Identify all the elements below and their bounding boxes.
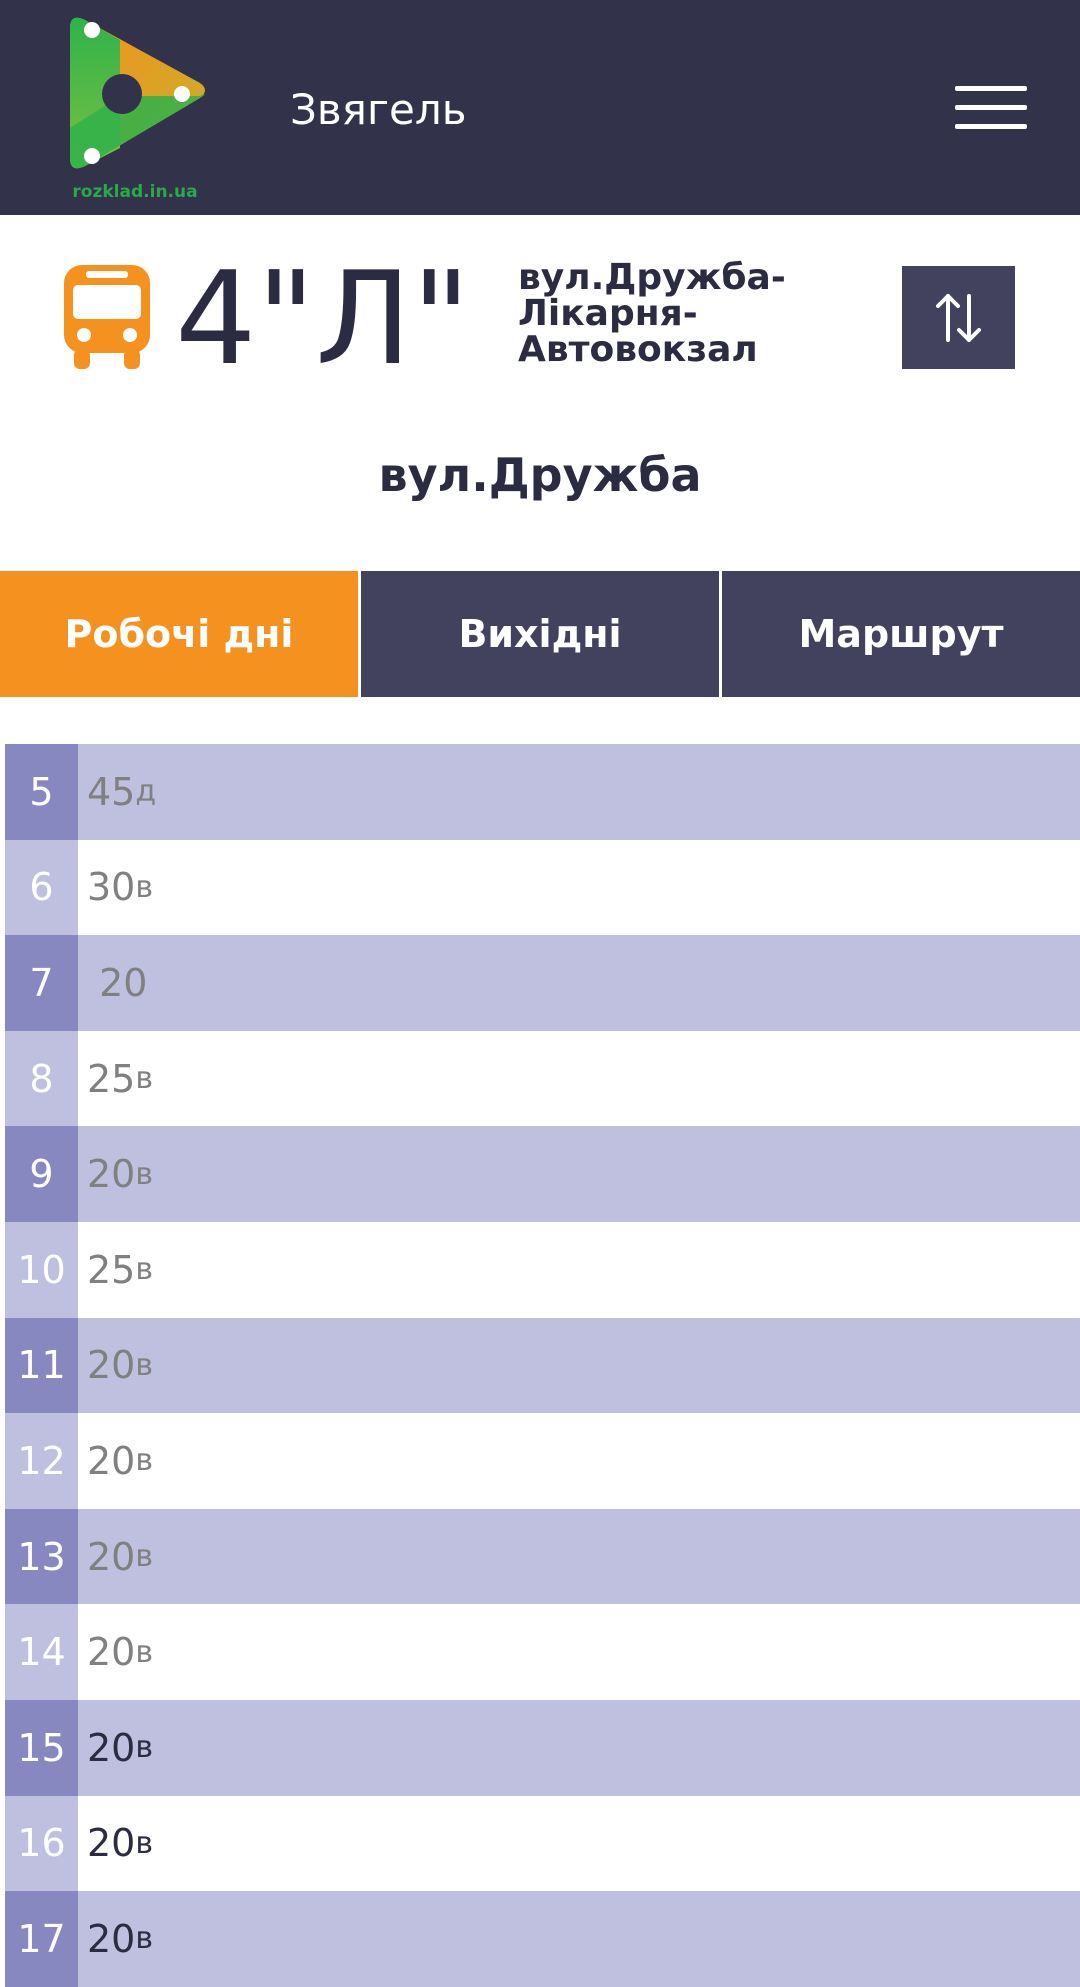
bus-icon bbox=[64, 265, 150, 369]
city-title: Звягель bbox=[290, 85, 467, 134]
schedule-minutes[interactable]: 20 в bbox=[87, 1796, 153, 1892]
route-name-line: вул.Дружба- bbox=[518, 257, 786, 298]
schedule-hour: 10 bbox=[5, 1221, 78, 1318]
stop-title: вул.Дружба bbox=[378, 448, 702, 502]
departure-minute: 20 bbox=[87, 1534, 136, 1579]
schedule-minutes[interactable]: 20 bbox=[87, 935, 147, 1031]
departure-minute: 45 bbox=[87, 769, 136, 814]
departure-suffix: в bbox=[135, 1061, 154, 1097]
schedule-minutes[interactable]: 20 в bbox=[87, 1413, 153, 1509]
departure-suffix: д bbox=[135, 774, 157, 810]
schedule-minutes[interactable]: 20 в bbox=[87, 1891, 153, 1987]
schedule-hour: 6 bbox=[5, 839, 78, 936]
route-number: 4"Л" bbox=[175, 245, 471, 394]
departure-minute: 20 bbox=[87, 1916, 136, 1961]
swap-direction-button[interactable] bbox=[902, 266, 1015, 369]
hamburger-menu-icon[interactable] bbox=[955, 86, 1027, 130]
schedule-row: 13 20 в bbox=[5, 1508, 1080, 1605]
app-header: rozklad.in.ua Звягель bbox=[0, 0, 1080, 215]
schedule-row: 10 25 в bbox=[5, 1221, 1080, 1318]
departure-minute: 20 bbox=[87, 1821, 136, 1866]
departure-suffix: в bbox=[135, 1156, 154, 1192]
schedule-hour: 7 bbox=[5, 935, 78, 1031]
departure-minute: 25 bbox=[87, 1056, 136, 1101]
tab-route[interactable]: Маршрут bbox=[722, 571, 1080, 697]
schedule-minutes[interactable]: 20 в bbox=[87, 1509, 153, 1605]
schedule-minutes[interactable]: 45 д bbox=[87, 744, 156, 840]
schedule-row: 11 20 в bbox=[5, 1317, 1080, 1414]
departure-minute: 20 bbox=[87, 1438, 136, 1483]
schedule-hour: 17 bbox=[5, 1891, 78, 1987]
schedule-row: 5 45 д bbox=[5, 744, 1080, 840]
schedule-row: 9 20 в bbox=[5, 1126, 1080, 1222]
schedule-hour: 5 bbox=[5, 744, 78, 840]
departure-minute: 30 bbox=[87, 865, 136, 910]
schedule-row: 8 25 в bbox=[5, 1030, 1080, 1127]
departure-minute: 20 bbox=[87, 1152, 136, 1197]
schedule-hour: 12 bbox=[5, 1413, 78, 1509]
schedule-minutes[interactable]: 20 в bbox=[87, 1700, 153, 1796]
schedule-minutes[interactable]: 25 в bbox=[87, 1031, 153, 1127]
schedule-minutes[interactable]: 20 в bbox=[87, 1318, 153, 1414]
departure-suffix: в bbox=[135, 869, 154, 905]
departure-minute: 20 bbox=[87, 1630, 136, 1675]
route-name-line: Лікарня- bbox=[518, 293, 698, 334]
route-info: 4"Л" вул.Дружба- Лікарня- Автовокзал вул… bbox=[0, 215, 1080, 570]
schedule-hour: 16 bbox=[5, 1795, 78, 1892]
schedule-hour: 13 bbox=[5, 1508, 78, 1605]
departure-suffix: в bbox=[135, 1443, 154, 1479]
route-name: вул.Дружба- Лікарня- Автовокзал bbox=[518, 260, 818, 368]
route-name-line: Автовокзал bbox=[518, 329, 758, 370]
schedule-row: 7 20 bbox=[5, 935, 1080, 1031]
schedule-hour: 15 bbox=[5, 1699, 78, 1796]
schedule-row: 16 20 в bbox=[5, 1795, 1080, 1892]
tab-weekends[interactable]: Вихідні bbox=[361, 571, 719, 697]
departure-minute: 20 bbox=[87, 1343, 136, 1388]
tab-workdays[interactable]: Робочі дні bbox=[0, 571, 358, 697]
schedule-row: 6 30 в bbox=[5, 839, 1080, 936]
departure-suffix: в bbox=[135, 1347, 154, 1383]
departure-minute: 25 bbox=[87, 1247, 136, 1292]
schedule-row: 12 20 в bbox=[5, 1413, 1080, 1509]
departure-suffix: в bbox=[135, 1252, 154, 1288]
schedule-hour: 8 bbox=[5, 1030, 78, 1127]
departure-suffix: в bbox=[135, 1539, 154, 1575]
departure-suffix: в bbox=[135, 1921, 154, 1957]
site-logo[interactable]: rozklad.in.ua bbox=[60, 8, 210, 208]
schedule-minutes[interactable]: 25 в bbox=[87, 1222, 153, 1318]
schedule-minutes[interactable]: 20 в bbox=[87, 1126, 153, 1222]
logo-triangle-icon bbox=[70, 17, 205, 169]
schedule-tabs: Робочі дні Вихідні Маршрут bbox=[0, 571, 1080, 697]
schedule-row: 14 20 в bbox=[5, 1604, 1080, 1700]
logo-text: rozklad.in.ua bbox=[72, 182, 198, 202]
schedule-hour: 11 bbox=[5, 1317, 78, 1414]
schedule-minutes[interactable]: 30 в bbox=[87, 840, 153, 936]
schedule-row: 17 20 в bbox=[5, 1891, 1080, 1987]
schedule-hour: 14 bbox=[5, 1604, 78, 1700]
schedule-table: 5 45 д 6 30 в 7 20 8 25 в 9 20 в 10 25 в 11 20 в 12 20 в 13 20 в… bbox=[5, 744, 1080, 1987]
schedule-row: 15 20 в bbox=[5, 1699, 1080, 1796]
swap-arrows-icon bbox=[936, 294, 981, 342]
schedule-hour: 9 bbox=[5, 1126, 78, 1222]
departure-minute: 20 bbox=[87, 960, 148, 1005]
schedule-minutes[interactable]: 20 в bbox=[87, 1604, 153, 1700]
departure-suffix: в bbox=[135, 1825, 154, 1861]
departure-suffix: в bbox=[135, 1634, 154, 1670]
departure-minute: 20 bbox=[87, 1725, 136, 1770]
departure-suffix: в bbox=[135, 1730, 154, 1766]
